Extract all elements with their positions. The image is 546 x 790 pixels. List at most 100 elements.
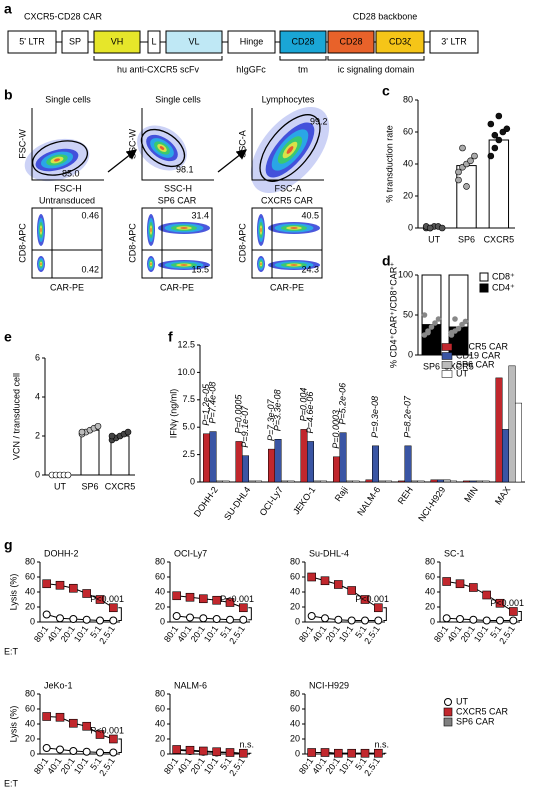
y-tick-label: 12.5: [177, 339, 195, 349]
x-tick-label: CXCR5: [105, 481, 136, 491]
bar: [281, 480, 288, 483]
x-tick-label: 2.5:1: [97, 624, 117, 646]
x-tick-label: REH: [396, 485, 415, 506]
bar: [385, 480, 392, 483]
data-point: [109, 734, 118, 744]
x-tick-label: SU-DHL4: [222, 485, 252, 522]
data-point: [469, 615, 478, 624]
x-axis-label: SSC-H: [164, 183, 192, 193]
data-point: [82, 589, 91, 598]
x-tick-label: NCI-H929: [416, 485, 447, 524]
bar: [268, 448, 275, 483]
x-tick-label: 2.5:1: [497, 624, 517, 646]
y-axis-label: % CD4⁺CAR⁺/CD8⁺CAR⁺: [388, 262, 398, 368]
y-tick-label: 60: [290, 703, 300, 713]
y-tick-label: 100: [398, 269, 413, 279]
significance-bracket: [118, 738, 122, 753]
bar: [378, 480, 386, 483]
y-axis-label: Lysis (%): [8, 574, 18, 611]
x-tick-label: 2.5:1: [362, 624, 382, 646]
construct-label: CD3ζ: [389, 36, 411, 46]
data-point: [42, 610, 51, 619]
bar: [320, 480, 327, 483]
quadrant-value: 31.4: [191, 210, 209, 220]
y-tick-label: 40: [425, 586, 435, 596]
data-point: [172, 612, 181, 620]
x-tick-label: SP6: [458, 234, 475, 244]
construct-box: [165, 30, 223, 54]
x-tick-label: 2.5:1: [362, 756, 382, 778]
data-point: [226, 615, 234, 624]
y-tick-label: 0: [295, 748, 300, 758]
y-tick-label: 20: [155, 733, 165, 743]
bar: [476, 480, 483, 483]
bar: [287, 480, 295, 483]
panel-title: Su-DHL-4: [309, 548, 349, 558]
y-tick-label: 40: [155, 586, 165, 596]
construct-box: [93, 30, 141, 54]
p-value: P=9.1e-07: [240, 405, 250, 448]
data-point: [509, 616, 518, 625]
density: [290, 227, 298, 229]
data-point: [42, 744, 51, 752]
legend-label: SP6 CAR: [456, 359, 495, 369]
bar: [307, 441, 314, 483]
data-point: [455, 579, 465, 589]
quadrant-value: 0.46: [81, 210, 99, 220]
data-point: [109, 748, 118, 757]
legend-label: CD19 CAR: [456, 350, 501, 360]
x-tick-label: 2.5:1: [227, 624, 247, 646]
data-point: [334, 580, 343, 589]
data-point: [487, 152, 495, 160]
y-axis-label: CD8-APC: [127, 223, 137, 263]
bar: [437, 479, 444, 483]
construct-label: VL: [188, 36, 199, 46]
data-point: [69, 615, 78, 623]
construct-annotation: ic signaling domain: [338, 64, 415, 74]
x-tick-label: SP6: [423, 361, 440, 371]
data-point: [320, 576, 330, 586]
y-tick-label: 7.5: [182, 394, 195, 404]
significance-bracket: [518, 611, 522, 621]
data-point: [95, 595, 105, 604]
data-point: [487, 120, 495, 128]
data-point: [69, 718, 78, 728]
significance: P<0.001: [90, 594, 124, 604]
legend-swatch: [441, 370, 453, 378]
y-tick-label: 5.0: [182, 422, 195, 432]
x-tick-label: 2.5:1: [97, 756, 117, 778]
y-tick-label: 20: [290, 601, 300, 611]
bar: [495, 377, 503, 483]
y-axis-label: % transduction rate: [384, 125, 394, 203]
bar: [333, 456, 340, 483]
y-tick-label: 60: [155, 571, 165, 581]
y-tick-label: 50: [403, 309, 413, 319]
panel-title: DOHH-2: [44, 548, 79, 558]
data-point: [212, 615, 221, 623]
data-point: [109, 603, 118, 613]
data-point: [495, 136, 503, 144]
y-tick-label: 20: [290, 733, 300, 743]
y-axis-label: VCN / transduced cell: [11, 373, 21, 460]
panel-label: f: [168, 329, 173, 345]
y-tick-label: 80: [290, 556, 300, 566]
legend-label: CXCR5 CAR: [456, 341, 509, 351]
x-axis-label: E:T: [4, 778, 19, 788]
data-point: [456, 615, 464, 623]
data-point: [455, 168, 462, 176]
diagram-title: CXCR5-CD28 CAR: [24, 11, 103, 21]
x-axis-label: E:T: [4, 646, 19, 656]
construct-box: [147, 30, 161, 54]
y-tick-label: 0: [160, 616, 165, 626]
gate-value: 85.0: [62, 168, 80, 178]
bar: [417, 480, 425, 483]
construct-label: VH: [111, 36, 124, 46]
bar: [469, 480, 477, 483]
p-value: P=0.0003: [331, 410, 341, 449]
x-axis-label: CAR-PE: [160, 282, 194, 292]
p-value: P=7.4e-08: [207, 382, 217, 424]
data-point: [469, 583, 478, 592]
bar: [313, 480, 321, 483]
significance: P<0.001: [90, 725, 124, 735]
